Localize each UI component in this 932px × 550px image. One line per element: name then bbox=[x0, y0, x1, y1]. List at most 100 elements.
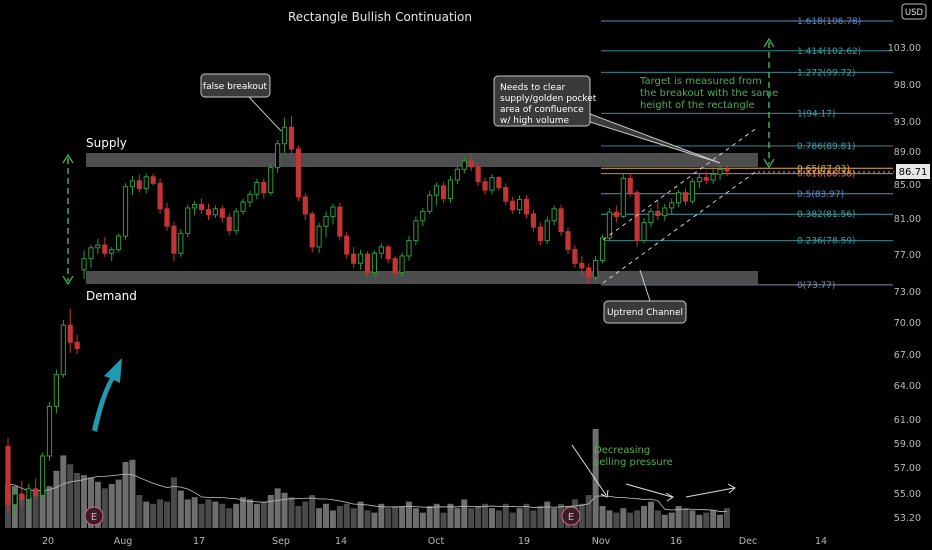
price-tick-label: 81.00 bbox=[894, 214, 921, 225]
volume-bar bbox=[710, 510, 717, 528]
price-axis[interactable]: 103.00 98.00 93.00 89.00 85.00 81.00 77.00 73.0… bbox=[888, 43, 921, 524]
candle-body bbox=[275, 143, 281, 169]
volume-bar bbox=[302, 501, 309, 528]
svg-text:selling pressure: selling pressure bbox=[594, 457, 673, 468]
price-tick-label: 67.00 bbox=[894, 350, 921, 361]
time-tick-label: 17 bbox=[193, 536, 205, 547]
volume-bar bbox=[475, 506, 482, 528]
price-tick-label: 89.00 bbox=[894, 147, 921, 158]
chart-title: Rectangle Bullish Continuation bbox=[288, 10, 472, 24]
candle-body bbox=[544, 220, 550, 242]
volume-bar bbox=[495, 510, 502, 528]
candle-body bbox=[302, 196, 308, 215]
volume-bar bbox=[101, 488, 108, 528]
volume-bar bbox=[675, 506, 682, 528]
fib-level-label: 0.786(89.81) bbox=[797, 142, 856, 152]
candle-body bbox=[710, 173, 716, 181]
currency-badge[interactable]: USD bbox=[901, 3, 927, 20]
candle-body bbox=[39, 455, 46, 496]
volume-bar bbox=[87, 477, 94, 528]
candle-body bbox=[247, 193, 253, 203]
price-tick-label: 55.00 bbox=[894, 489, 921, 500]
candle-body bbox=[689, 181, 696, 202]
volume-bar bbox=[25, 497, 32, 528]
volume-bar bbox=[343, 503, 350, 528]
fib-level-label: 0.382(81.56) bbox=[797, 210, 856, 220]
fib-level-label: 0.236(78.59) bbox=[797, 237, 856, 247]
candle-body bbox=[337, 206, 343, 237]
volume-bar bbox=[592, 429, 599, 528]
candle-body bbox=[427, 194, 433, 212]
volume-bar bbox=[378, 503, 385, 528]
earnings-marker[interactable]: E bbox=[561, 506, 581, 526]
candle-body bbox=[496, 177, 502, 189]
candle-body bbox=[413, 220, 419, 242]
candle-body bbox=[150, 176, 156, 184]
supply-label: Supply bbox=[86, 136, 127, 150]
volume-bar bbox=[641, 506, 648, 528]
volume-bar bbox=[81, 475, 88, 528]
candle-body bbox=[606, 211, 613, 239]
volume-bar bbox=[267, 495, 274, 528]
volume-surge-arrow bbox=[92, 358, 122, 432]
earnings-marker[interactable]: E bbox=[84, 506, 104, 526]
volume-bar bbox=[530, 510, 537, 528]
volume-bar bbox=[309, 495, 316, 528]
volume-bar bbox=[516, 508, 523, 528]
time-axis[interactable]: 20 Aug 17 Sep 14 Oct 19 Nov 16 Dec 14 bbox=[42, 536, 827, 547]
volume-bar bbox=[74, 473, 81, 528]
candle-body bbox=[613, 211, 619, 217]
candle-body bbox=[330, 206, 336, 217]
volume-bar bbox=[654, 510, 661, 528]
volume-bar bbox=[108, 484, 115, 528]
svg-text:Uptrend Channel: Uptrend Channel bbox=[607, 308, 683, 318]
time-tick-label: Sep bbox=[272, 536, 290, 547]
candle-body bbox=[648, 210, 654, 224]
volume-bar bbox=[724, 508, 730, 528]
volume-bar bbox=[509, 512, 516, 528]
volume-bar bbox=[150, 503, 157, 528]
candle-body bbox=[74, 341, 80, 350]
svg-text:USD: USD bbox=[905, 8, 924, 18]
candle-body bbox=[309, 213, 315, 248]
candle-body bbox=[579, 262, 585, 269]
fib-level-label: 0.5(83.97) bbox=[797, 190, 844, 200]
candle-body bbox=[316, 225, 322, 248]
svg-text:E: E bbox=[91, 512, 97, 523]
volume-bar bbox=[488, 508, 495, 528]
volume-bar bbox=[177, 490, 184, 528]
candle-body bbox=[385, 246, 391, 260]
candle-body bbox=[26, 488, 32, 500]
volume-bar bbox=[32, 489, 39, 528]
volume-bar bbox=[198, 503, 205, 528]
svg-text:Decreasing: Decreasing bbox=[594, 445, 650, 456]
volume-bar bbox=[717, 514, 724, 528]
candle-body bbox=[240, 201, 246, 212]
volume-bar bbox=[661, 514, 668, 528]
volume-bar bbox=[136, 495, 143, 528]
candle-body bbox=[12, 493, 18, 506]
target-height-arrow bbox=[763, 37, 775, 169]
candle-body bbox=[599, 237, 606, 262]
candle-body bbox=[129, 180, 136, 188]
volume-bar bbox=[115, 479, 122, 528]
candle-body bbox=[178, 232, 184, 254]
volume-bar bbox=[544, 501, 551, 528]
current-price-tag: 86.71 bbox=[758, 164, 930, 179]
candle-body bbox=[475, 166, 481, 183]
volume-bar bbox=[461, 499, 468, 528]
candle-body bbox=[586, 267, 592, 278]
candle-body bbox=[371, 252, 378, 274]
time-tick-label: 14 bbox=[335, 536, 347, 547]
candle-body bbox=[171, 225, 177, 254]
time-tick-label: Dec bbox=[739, 536, 757, 547]
candle-body bbox=[81, 258, 87, 271]
candle-body bbox=[703, 177, 709, 181]
fib-level-label: 1.618(106.78) bbox=[797, 17, 861, 27]
volume-bar bbox=[399, 506, 406, 528]
fib-level-label: 0(73.77) bbox=[797, 281, 836, 291]
volume-bar bbox=[233, 503, 240, 528]
volume-bar bbox=[274, 488, 281, 528]
candle-body bbox=[523, 198, 530, 215]
svg-text:Needs to clear: Needs to clear bbox=[500, 83, 565, 93]
